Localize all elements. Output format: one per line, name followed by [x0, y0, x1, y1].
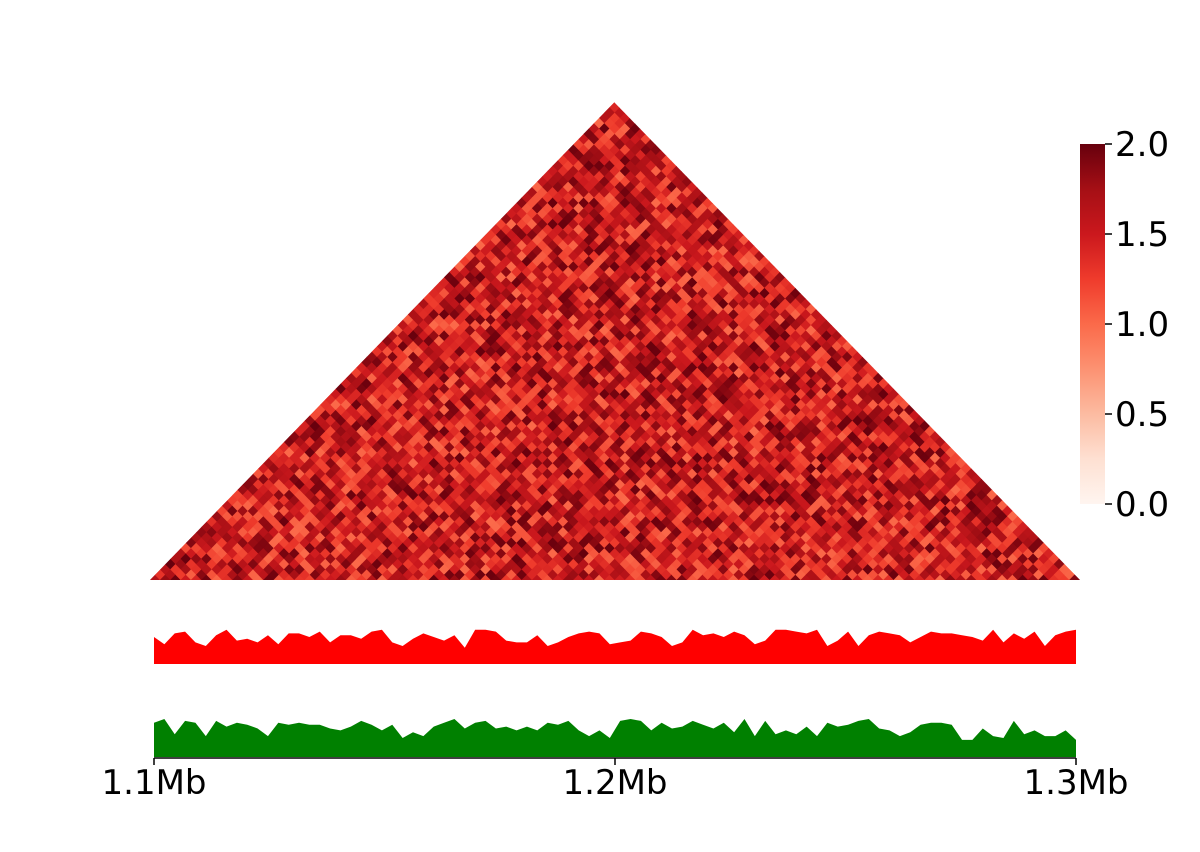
red-signal-track	[154, 629, 1076, 664]
colorbar-tick-label: 0.5	[1115, 395, 1169, 435]
heatmap-cell	[314, 574, 327, 580]
heatmap-cell	[263, 574, 275, 580]
track-area	[154, 629, 1076, 664]
colorbar-tick-label: 0.0	[1115, 485, 1169, 525]
heatmap-cell	[221, 574, 234, 580]
track-area	[154, 719, 1076, 757]
heatmap-cell	[232, 574, 244, 580]
x-axis-ticks: 1.1Mb 1.2Mb 1.3Mb	[102, 758, 1129, 803]
colorbar-tick-label: 2.0	[1115, 125, 1169, 165]
heatmap-cell	[170, 574, 182, 580]
x-tick-label: 1.3Mb	[1024, 763, 1129, 803]
heatmap-cell	[190, 574, 203, 580]
x-tick-label: 1.2Mb	[563, 763, 668, 803]
heatmap-cell	[325, 574, 337, 580]
heatmap-triangle	[150, 102, 1080, 580]
heatmap-cell	[294, 574, 306, 580]
green-signal-track	[154, 719, 1076, 757]
colorbar-gradient	[1080, 144, 1105, 504]
colorbar-tick-label: 1.0	[1115, 305, 1169, 345]
colorbar: 0.0 0.5 1.0 1.5 2.0	[1080, 125, 1169, 525]
x-tick-label: 1.1Mb	[102, 763, 207, 803]
heatmap-cell	[159, 574, 172, 580]
heatmap-cell	[252, 574, 265, 580]
colorbar-tick-label: 1.5	[1115, 215, 1169, 255]
heatmap-cell	[283, 574, 296, 580]
heatmap-cell	[201, 574, 213, 580]
colorbar-ticks: 0.0 0.5 1.0 1.5 2.0	[1105, 125, 1169, 525]
x-axis: 1.1Mb 1.2Mb 1.3Mb	[102, 757, 1129, 803]
